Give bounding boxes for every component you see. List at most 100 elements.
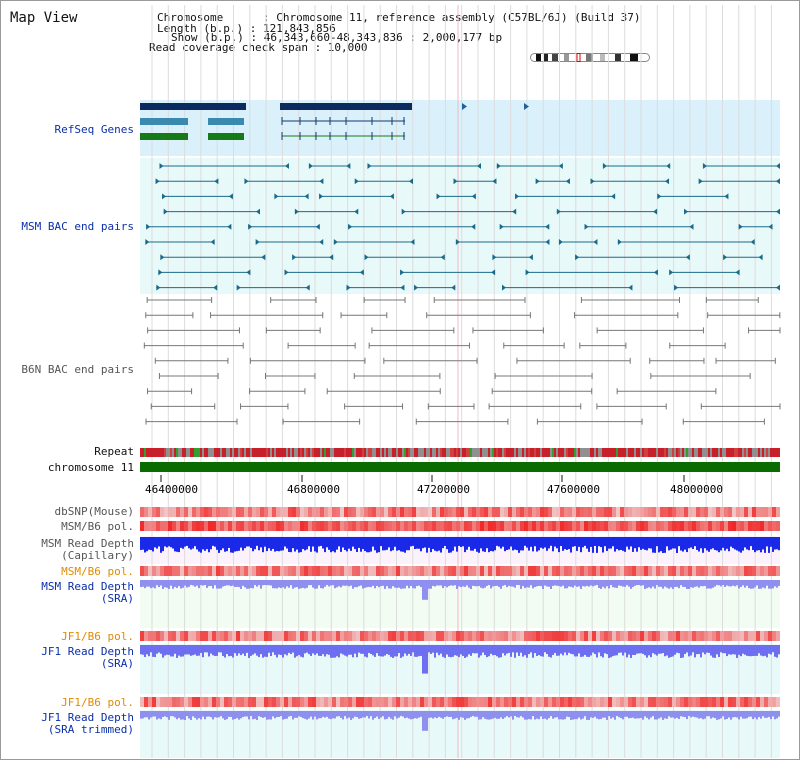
repeat-block <box>672 448 674 457</box>
read-depth-bar <box>286 711 288 719</box>
repeat-block <box>546 448 548 457</box>
read-depth-bar <box>416 580 418 587</box>
read-depth-bar <box>198 645 200 656</box>
polymorphism-cell <box>356 507 360 517</box>
read-depth-bar <box>186 645 188 655</box>
read-depth-bar <box>424 580 426 600</box>
polymorphism-cell <box>348 521 352 531</box>
polymorphism-cell <box>320 697 324 707</box>
track-label-b6n-bac[interactable]: B6N BAC end pairs <box>21 363 134 376</box>
track-label-msm-depth-capillary[interactable]: MSM Read Depth <box>41 537 134 550</box>
polymorphism-cell <box>644 507 648 517</box>
read-depth-bar <box>640 711 642 718</box>
polymorphism-cell <box>228 507 232 517</box>
polymorphism-cell <box>232 631 236 641</box>
read-depth-bar <box>714 711 716 719</box>
read-depth-bar <box>320 580 322 589</box>
read-depth-bar <box>444 537 446 546</box>
polymorphism-cell <box>292 521 296 531</box>
read-depth-bar <box>320 537 322 546</box>
read-depth-bar <box>616 711 618 716</box>
repeat-block <box>748 448 750 457</box>
read-depth-bar <box>202 580 204 586</box>
track-label-refseq-genes[interactable]: RefSeq Genes <box>54 123 134 136</box>
read-depth-bar <box>302 580 304 588</box>
polymorphism-cell <box>412 631 416 641</box>
polymorphism-cell <box>760 507 764 517</box>
track-label-repeat[interactable]: Repeat <box>94 445 134 458</box>
read-depth-bar <box>624 645 626 653</box>
read-depth-bar <box>666 537 668 547</box>
read-depth-bar <box>494 645 496 656</box>
polymorphism-cell <box>636 566 640 576</box>
read-depth-bar <box>506 580 508 588</box>
read-depth-bar <box>628 645 630 655</box>
polymorphism-cell <box>276 631 280 641</box>
read-depth-bar <box>576 645 578 657</box>
read-depth-bar <box>370 537 372 552</box>
read-depth-bar <box>736 711 738 718</box>
read-depth-bar <box>176 645 178 658</box>
read-depth-bar <box>550 537 552 546</box>
polymorphism-cell <box>296 697 300 707</box>
read-depth-bar <box>450 537 452 553</box>
track-label-jf1-depth-trimmed[interactable]: JF1 Read Depth <box>41 711 134 724</box>
repeat-block <box>666 448 668 457</box>
read-depth-bar <box>552 645 554 655</box>
polymorphism-cell <box>216 507 220 517</box>
track-label-msm-pol[interactable]: MSM/B6 pol. <box>61 520 134 533</box>
read-depth-bar <box>158 711 160 719</box>
msm-bac-end <box>674 284 679 291</box>
read-depth-bar <box>324 711 326 718</box>
polymorphism-cell <box>152 697 156 707</box>
read-depth-bar <box>504 711 506 718</box>
read-depth-bar <box>662 580 664 589</box>
read-depth-bar <box>478 580 480 587</box>
read-depth-bar <box>190 645 192 656</box>
read-depth-bar <box>406 537 408 551</box>
read-depth-bar <box>678 711 680 720</box>
read-depth-bar <box>220 537 222 551</box>
track-label-msm-depth-sra[interactable]: MSM Read Depth <box>41 580 134 593</box>
polymorphism-cell <box>564 521 568 531</box>
polymorphism-cell <box>532 631 536 641</box>
track-label-msm-bac[interactable]: MSM BAC end pairs <box>21 220 134 233</box>
read-depth-bar <box>756 645 758 656</box>
polymorphism-cell <box>692 566 696 576</box>
polymorphism-cell <box>556 566 560 576</box>
polymorphism-cell <box>480 566 484 576</box>
read-depth-bar <box>620 537 622 550</box>
repeat-block <box>562 448 564 457</box>
read-depth-bar <box>698 580 700 588</box>
polymorphism-cell <box>720 697 724 707</box>
refseq-gene <box>230 103 246 110</box>
read-depth-bar <box>176 537 178 552</box>
read-depth-bar <box>466 537 468 550</box>
polymorphism-cell <box>600 507 604 517</box>
track-label-jf1-depth[interactable]: JF1 Read Depth <box>41 645 134 658</box>
track-label-msm-pol-sra[interactable]: MSM/B6 pol. <box>61 565 134 578</box>
repeat-block <box>762 448 764 457</box>
read-depth-bar <box>148 711 150 720</box>
polymorphism-cell <box>272 631 276 641</box>
track-label-jf1-pol-2[interactable]: JF1/B6 pol. <box>61 696 134 709</box>
read-depth-bar <box>728 537 730 552</box>
repeat-block <box>532 448 534 457</box>
read-depth-bar <box>430 537 432 553</box>
read-depth-bar <box>394 537 396 547</box>
track-label-dbsnp[interactable]: dbSNP(Mouse) <box>54 505 134 518</box>
polymorphism-cell <box>616 507 620 517</box>
repeat-block <box>752 448 754 457</box>
chromosome-ideogram[interactable] <box>530 53 650 62</box>
read-depth-bar <box>680 711 682 717</box>
repeat-block <box>520 448 522 457</box>
read-depth-bar <box>598 580 600 588</box>
msm-bac-end <box>477 163 482 169</box>
track-label-jf1-pol[interactable]: JF1/B6 pol. <box>61 630 134 643</box>
repeat-block <box>264 448 266 457</box>
read-depth-bar <box>656 711 658 720</box>
track-label-chromosome[interactable]: chromosome 11 <box>47 461 134 474</box>
read-depth-bar <box>192 580 194 586</box>
read-depth-bar <box>690 711 692 718</box>
